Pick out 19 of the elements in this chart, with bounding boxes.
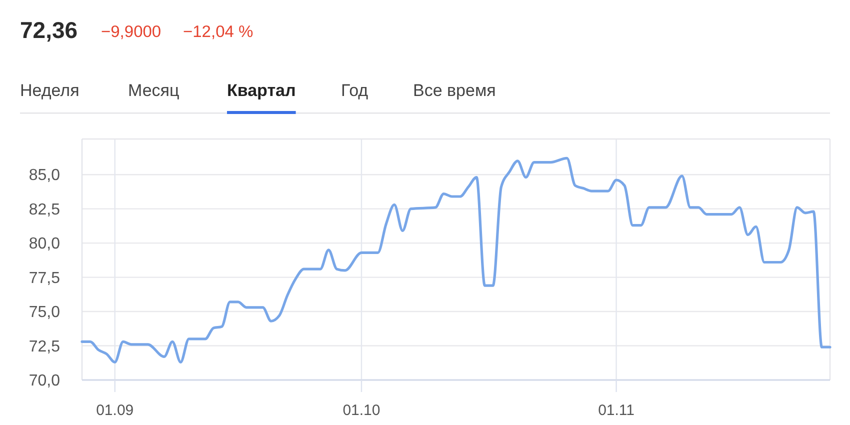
text: Неделя [20,81,80,100]
x-tick-label: 01.09 [96,402,134,419]
line-series [80,156,832,364]
text: −9,9000 [101,23,162,41]
y-tick-label: 85,0 [28,167,60,184]
y-tick-label: 72,5 [28,338,60,356]
text: Месяц [128,81,180,100]
text: Год [341,81,368,100]
text: −12,04 % [183,23,254,41]
y-tick-label: 75,0 [28,304,60,322]
x-tick-label: 01.10 [342,402,380,419]
y-tick-label: 82,5 [28,201,60,218]
y-tick-label: 77,5 [28,270,60,287]
text: Квартал [227,81,296,100]
chart-title: 72,36 [20,17,78,43]
x-tick-label: 01.11 [598,402,635,419]
text: Все время [413,81,496,100]
y-tick-label: 70,0 [28,372,60,390]
y-tick-label: 80,0 [28,236,60,253]
